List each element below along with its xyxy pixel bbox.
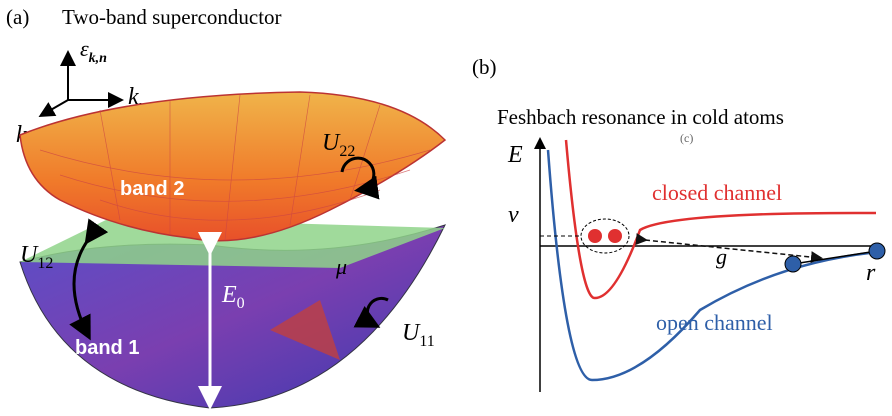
subscript: 22: [339, 143, 355, 160]
panel-title: Feshbach resonance in cold atoms: [497, 105, 784, 129]
symbol: U: [402, 320, 421, 346]
inset-label: (c): [680, 131, 693, 145]
closed-channel-label: closed channel: [652, 180, 782, 205]
atom-bond: [793, 251, 877, 264]
y-axis-label: E: [507, 142, 523, 168]
symbol: E: [221, 282, 237, 308]
atom: [588, 229, 602, 243]
u12-label: U12: [20, 242, 53, 272]
axes-icon: [42, 54, 120, 115]
panel-label: (b): [472, 55, 497, 79]
coupling-label: g: [716, 244, 727, 269]
panel-title: Two-band superconductor: [62, 5, 282, 29]
u11-label: U11: [402, 320, 435, 350]
closed-channel-curve: [566, 140, 876, 298]
nu-label: ν: [508, 202, 519, 228]
atom: [608, 229, 622, 243]
subscript: 0: [237, 295, 245, 312]
atom: [869, 243, 885, 259]
open-channel-label: open channel: [656, 310, 773, 335]
figure: (a) Two-band superconductor εk,n kx ky b…: [0, 0, 892, 416]
subscript: 11: [419, 333, 434, 350]
symbol: ε: [80, 36, 89, 61]
coupling-arrow: [645, 240, 820, 258]
mu-label: μ: [335, 254, 347, 279]
symbol: U: [322, 130, 341, 156]
symbol: U: [20, 242, 39, 268]
band-1-label: band 1: [75, 337, 139, 359]
panel-label: (a): [6, 5, 29, 29]
atom: [785, 256, 801, 272]
band-2-label: band 2: [120, 178, 184, 200]
energy-axis-label: εk,n: [80, 36, 107, 66]
subscript: 12: [37, 255, 53, 272]
x-axis-label: r: [866, 260, 876, 286]
subscript: k,n: [89, 51, 108, 66]
